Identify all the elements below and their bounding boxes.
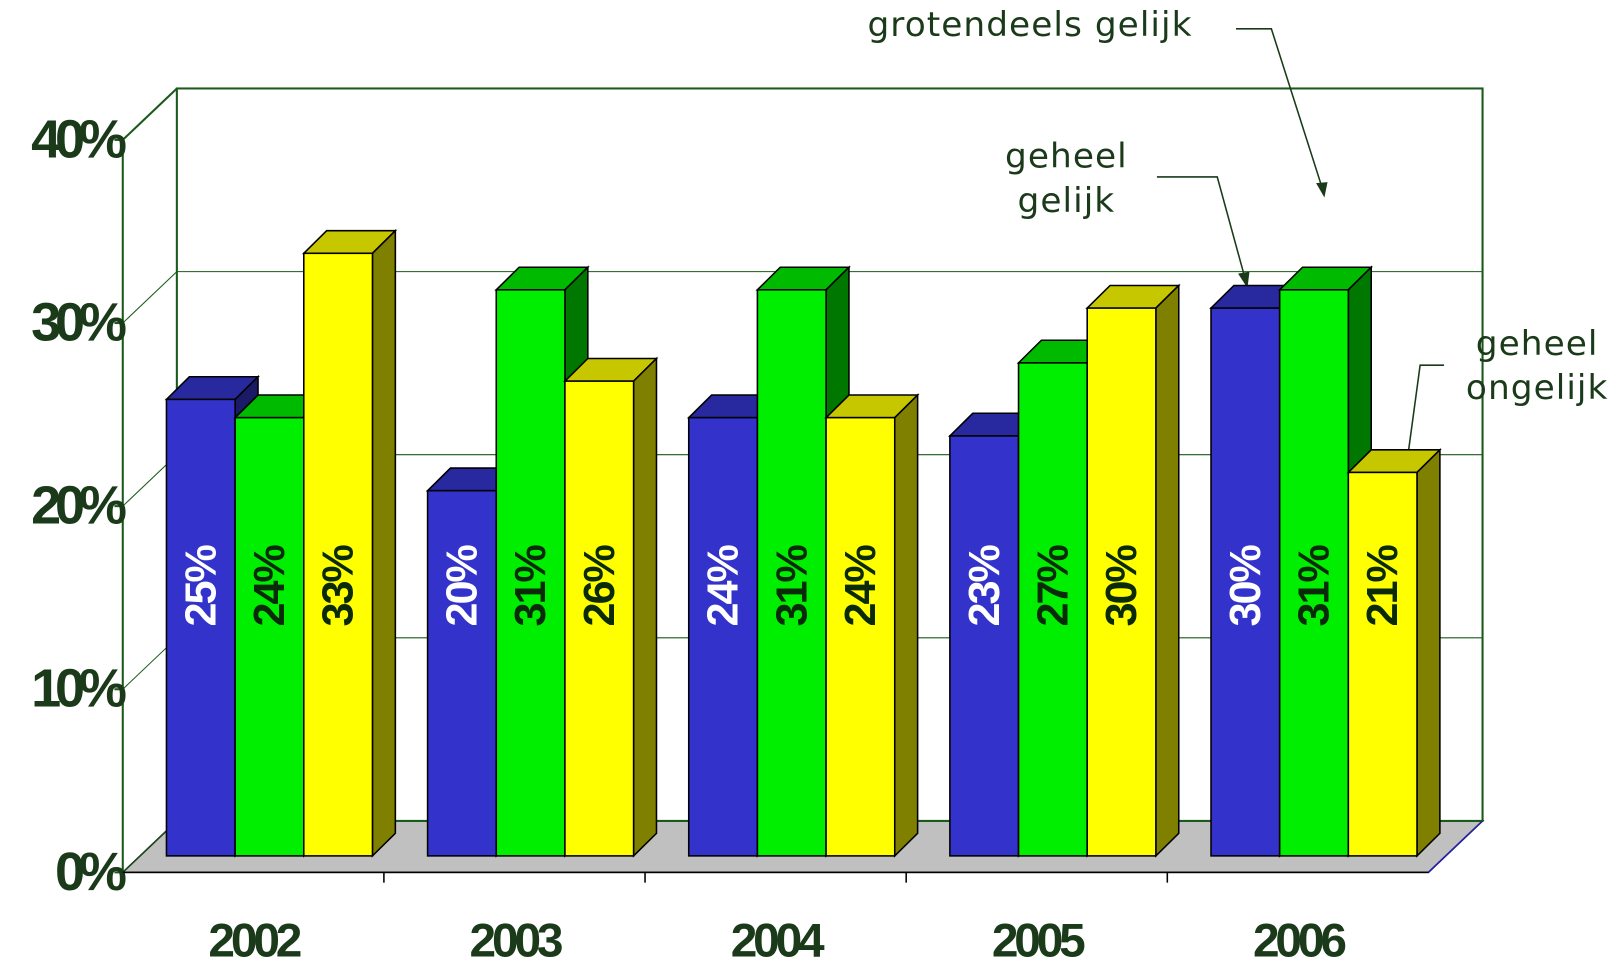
- data-label: 33%: [314, 545, 362, 627]
- data-label: 31%: [768, 545, 816, 627]
- bar-front: [1347, 471, 1418, 857]
- data-label: 27%: [1029, 545, 1077, 627]
- x-tick-label: 2003: [470, 915, 562, 967]
- bar-side: [632, 356, 658, 858]
- bar-front: [1086, 307, 1157, 857]
- bar: 33%: [301, 228, 398, 858]
- data-label: 24%: [246, 545, 294, 627]
- legend-label: geheel ongelijk: [1465, 323, 1609, 408]
- bar-front: [165, 398, 236, 857]
- legend-callout: geheel gelijk: [1005, 135, 1128, 221]
- bar-front: [564, 380, 635, 857]
- bar-side: [893, 393, 919, 858]
- y-tick-label: 30%: [31, 293, 126, 353]
- callout-arrows: [1156, 28, 1445, 466]
- legend-callout: grotendeels gelijk: [867, 4, 1193, 45]
- y-tick-label: 40%: [31, 110, 126, 170]
- data-label: 26%: [576, 545, 624, 627]
- bar-front: [825, 416, 896, 857]
- y-tick-label: 20%: [31, 476, 126, 536]
- data-label: 24%: [837, 545, 885, 627]
- data-label: 25%: [177, 545, 225, 627]
- bar-front: [303, 252, 374, 857]
- y-tick-label: 0%: [55, 842, 126, 902]
- bar-front: [687, 416, 759, 857]
- bar-front: [949, 435, 1020, 857]
- data-label: 23%: [961, 545, 1009, 627]
- bar-front: [234, 416, 305, 857]
- bar-side: [371, 228, 397, 858]
- bar-front: [1210, 307, 1281, 857]
- bar: 26%: [563, 356, 659, 858]
- data-label: 21%: [1359, 545, 1407, 627]
- bar-front: [426, 489, 498, 857]
- data-label: 30%: [1098, 545, 1146, 627]
- bar-side: [1416, 447, 1441, 858]
- legend-label: grotendeels gelijk: [867, 4, 1193, 45]
- legend-label: geheel gelijk: [1005, 135, 1128, 221]
- data-label: 30%: [1222, 545, 1270, 627]
- bar-front: [756, 289, 827, 857]
- grid-line-side: [122, 271, 178, 324]
- data-label: 31%: [1290, 545, 1338, 627]
- data-label: 31%: [507, 545, 555, 627]
- bar: 30%: [1085, 283, 1181, 858]
- data-label: 24%: [699, 545, 747, 627]
- legend-callout: geheel ongelijk: [1465, 323, 1609, 408]
- bar: 24%: [824, 393, 920, 858]
- bar-side: [1155, 283, 1180, 858]
- bar: 21%: [1346, 447, 1442, 858]
- x-tick-label: 2004: [731, 915, 825, 967]
- floor-right-edge: [1427, 820, 1484, 873]
- bar-front: [495, 289, 566, 857]
- x-tick-label: 2006: [1253, 915, 1345, 967]
- grid-line-side: [122, 88, 178, 141]
- x-tick-label: 2005: [992, 915, 1085, 967]
- data-label: 20%: [438, 545, 486, 627]
- x-tick-label: 2002: [208, 915, 300, 967]
- bar-front: [1017, 362, 1088, 857]
- y-tick-label: 10%: [31, 659, 126, 719]
